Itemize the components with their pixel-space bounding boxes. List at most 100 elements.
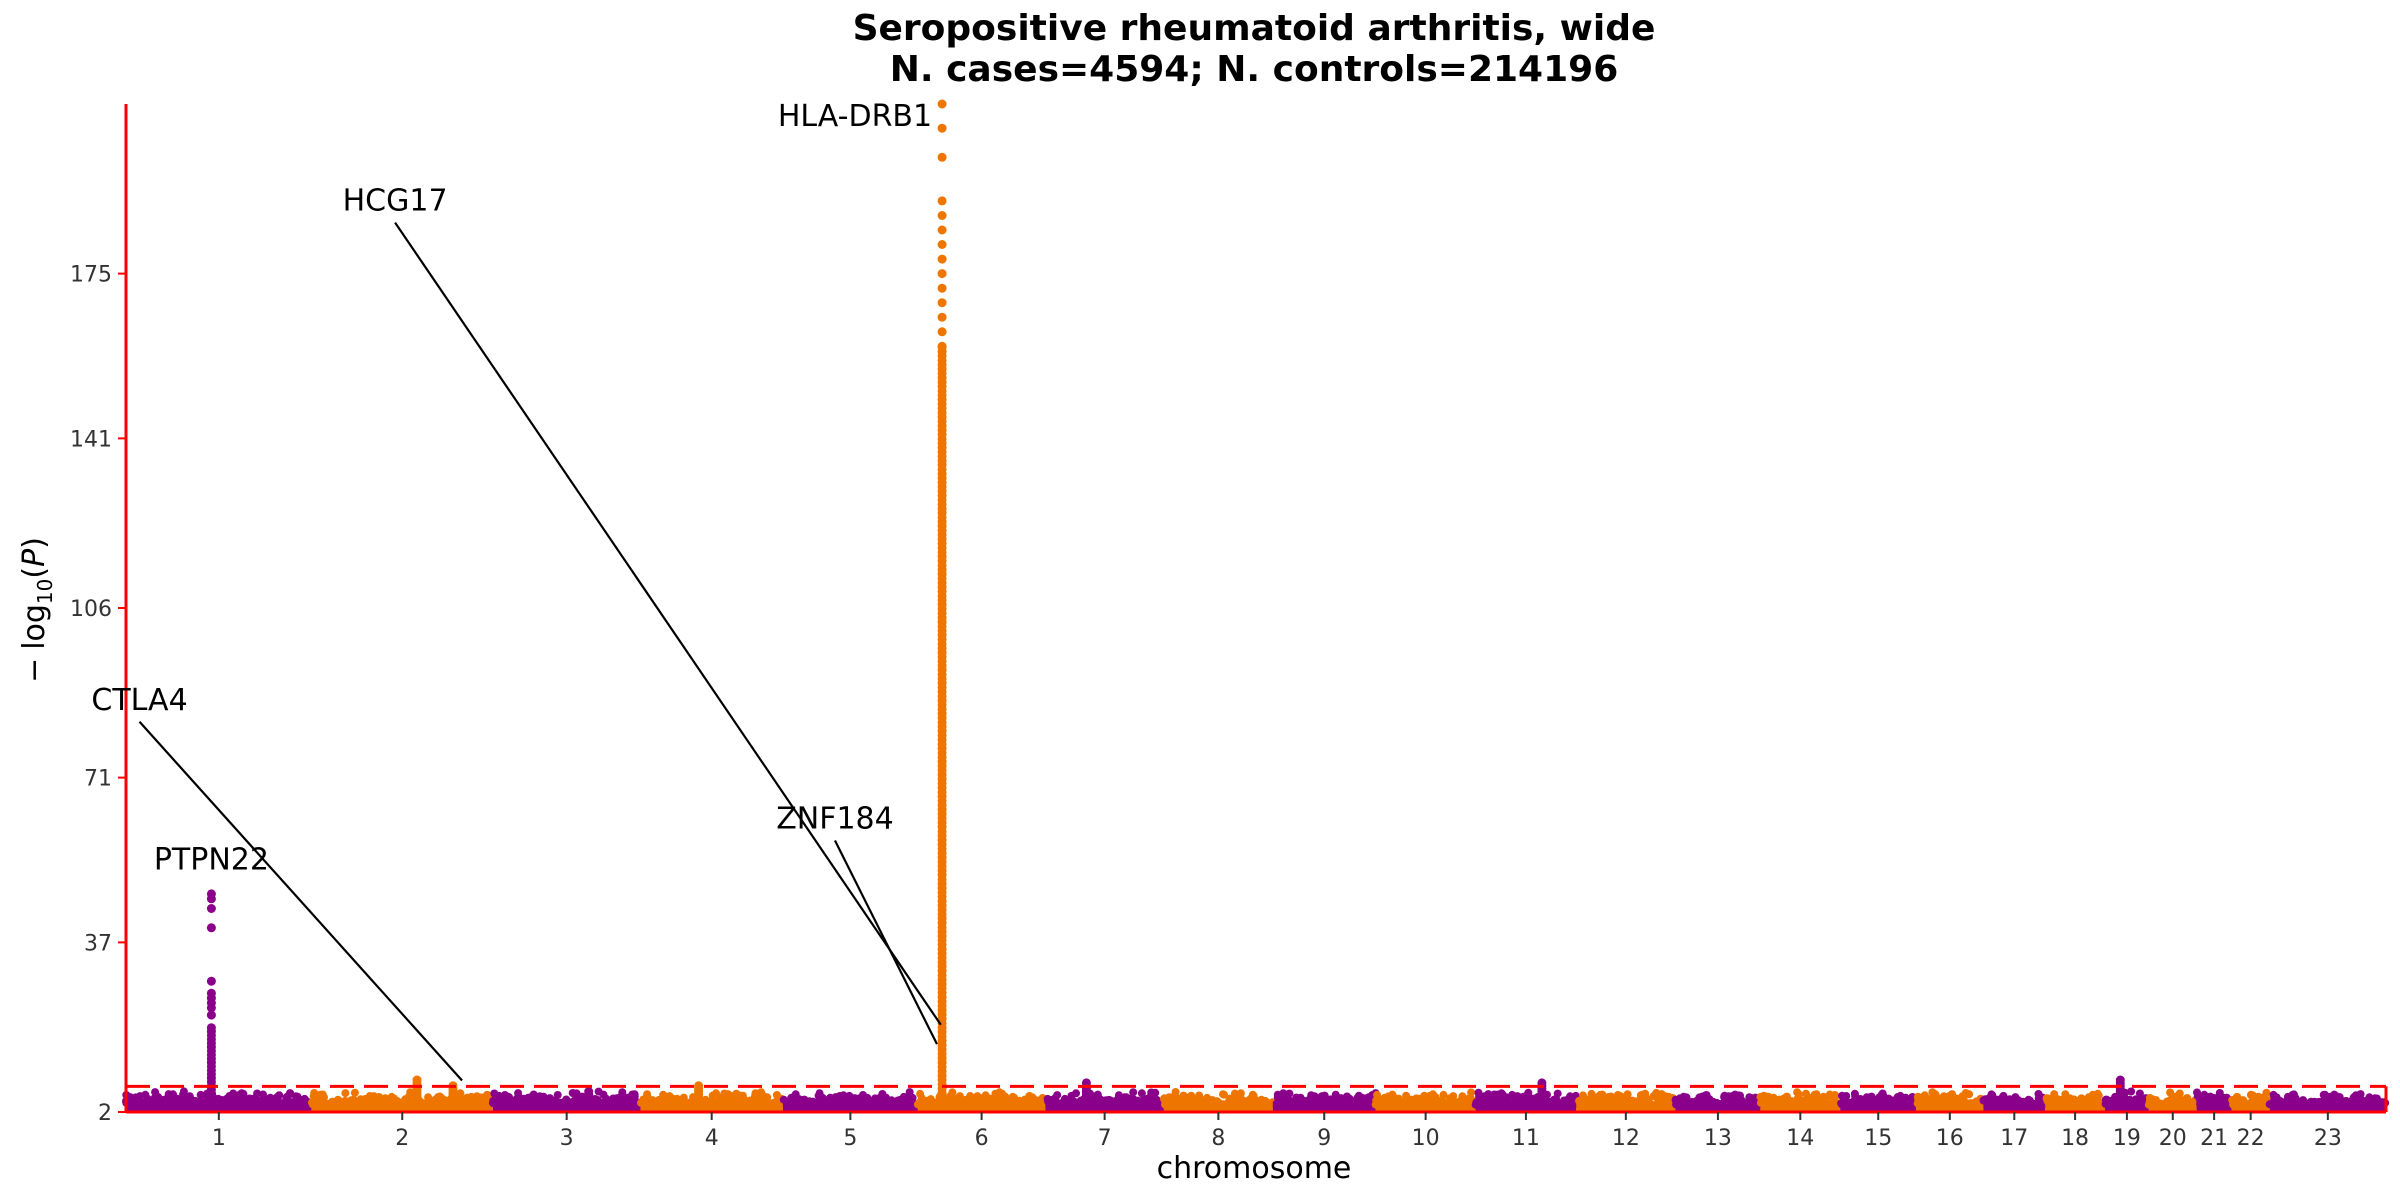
snp-point	[1920, 1091, 1929, 1100]
snp-point	[1696, 1098, 1705, 1106]
snp-point	[398, 1100, 407, 1109]
annotation-ptpn22: PTPN22	[154, 843, 269, 878]
x-tick-label: 18	[2061, 1126, 2089, 1151]
snp-point	[779, 1095, 788, 1104]
snp-point	[756, 1090, 765, 1099]
snp-point	[1053, 1091, 1062, 1100]
snp-point	[938, 1100, 947, 1109]
y-tick-label: 37	[84, 931, 112, 956]
snp-point	[2127, 1087, 2136, 1096]
snp-point	[2166, 1096, 2175, 1104]
peak-chr1	[206, 889, 216, 1102]
snp-point	[600, 1097, 609, 1106]
snp-point	[630, 1090, 639, 1099]
snp-point	[812, 1100, 821, 1108]
snp-point	[131, 1100, 140, 1109]
snp-point	[2259, 1096, 2268, 1105]
snp-point	[1492, 1097, 1501, 1106]
snp-point	[529, 1098, 538, 1107]
snp-point	[2129, 1097, 2138, 1106]
snp-point	[1838, 1091, 1846, 1100]
snp-point	[2216, 1100, 2225, 1109]
snp-point	[1231, 1096, 1239, 1105]
snp-point	[1672, 1098, 1681, 1107]
chromosome-9-points	[1272, 1089, 1380, 1112]
snp-point	[1613, 1091, 1622, 1099]
snp-point	[885, 1100, 894, 1108]
x-tick-label: 15	[1864, 1126, 1892, 1151]
chromosome-14-points	[1756, 1088, 1842, 1112]
snp-point	[1640, 1100, 1649, 1109]
snp-point	[1056, 1100, 1064, 1109]
snp-point	[1865, 1099, 1874, 1108]
chromosome-18-points	[2042, 1089, 2105, 1112]
snp-point	[725, 1100, 733, 1109]
snp-point	[1519, 1092, 1528, 1101]
snp-point	[751, 1096, 760, 1105]
snp-point	[1445, 1098, 1454, 1107]
snp-point	[1945, 1095, 1954, 1104]
snp-point	[1802, 1089, 1810, 1098]
snp-point	[2070, 1096, 2079, 1105]
gene-label: PTPN22	[154, 843, 269, 878]
snp-point	[1169, 1092, 1178, 1101]
gene-label: CTLA4	[91, 683, 187, 718]
snp-point	[1815, 1100, 1823, 1109]
x-tick-label: 10	[1412, 1126, 1440, 1151]
snp-point	[1067, 1091, 1076, 1100]
snp-point	[2355, 1093, 2364, 1101]
snp-point	[732, 1089, 741, 1098]
x-ticks: 1 2 3 4 5 6 7 8 9 10 11 12 13 14 15 16 17 18 19 20 21 22 23	[212, 1112, 2342, 1151]
snp-point	[406, 1088, 415, 1097]
x-tick-label: 8	[1211, 1126, 1225, 1151]
snp-point	[237, 1089, 246, 1098]
chromosome-7-points	[1043, 1088, 1168, 1112]
snp-point	[937, 152, 947, 162]
x-tick-label: 19	[2113, 1126, 2141, 1151]
snp-point	[878, 1090, 887, 1098]
snp-point	[1332, 1100, 1340, 1109]
snp-point	[463, 1100, 472, 1109]
snp-point	[2314, 1097, 2323, 1106]
snp-point	[1095, 1100, 1104, 1109]
snp-point	[580, 1100, 589, 1108]
snp-point	[278, 1100, 287, 1109]
snp-point	[713, 1098, 722, 1107]
gene-label: HLA-DRB1	[778, 99, 932, 134]
snp-point	[2060, 1097, 2068, 1106]
snp-point	[1877, 1090, 1886, 1099]
snp-point	[1881, 1096, 1890, 1105]
x-tick-label: 4	[705, 1126, 719, 1151]
snp-point	[937, 298, 947, 308]
x-tick-label: 12	[1612, 1126, 1640, 1151]
y-axis-label: −log10(P)	[17, 537, 57, 683]
snp-point	[1872, 1097, 1881, 1106]
snp-point	[1665, 1099, 1674, 1108]
x-tick-label: 9	[1317, 1126, 1331, 1151]
snp-point	[1685, 1098, 1694, 1107]
snp-point	[937, 312, 947, 322]
snp-point	[494, 1091, 503, 1100]
snp-point	[927, 1100, 936, 1109]
chromosome-15-points	[1837, 1089, 1919, 1112]
snp-point	[1748, 1097, 1757, 1105]
snp-point	[275, 1091, 284, 1100]
axes	[124, 104, 2388, 1114]
snp-point	[1151, 1088, 1160, 1097]
snp-point	[1823, 1100, 1832, 1109]
x-tick-label: 21	[2200, 1126, 2228, 1151]
snp-point	[567, 1098, 575, 1107]
snp-point	[2365, 1100, 2373, 1109]
snp-point	[937, 341, 947, 351]
snp-point	[206, 889, 216, 899]
snp-point	[202, 1100, 211, 1109]
snp-point	[515, 1095, 524, 1103]
snp-point	[1137, 1089, 1146, 1098]
snp-point	[937, 225, 947, 235]
snp-point	[1619, 1099, 1628, 1108]
snp-point	[2193, 1092, 2202, 1101]
snp-point	[662, 1100, 671, 1109]
snp-point	[1283, 1098, 1291, 1106]
snp-point	[2200, 1100, 2209, 1108]
snp-point	[1761, 1097, 1769, 1106]
